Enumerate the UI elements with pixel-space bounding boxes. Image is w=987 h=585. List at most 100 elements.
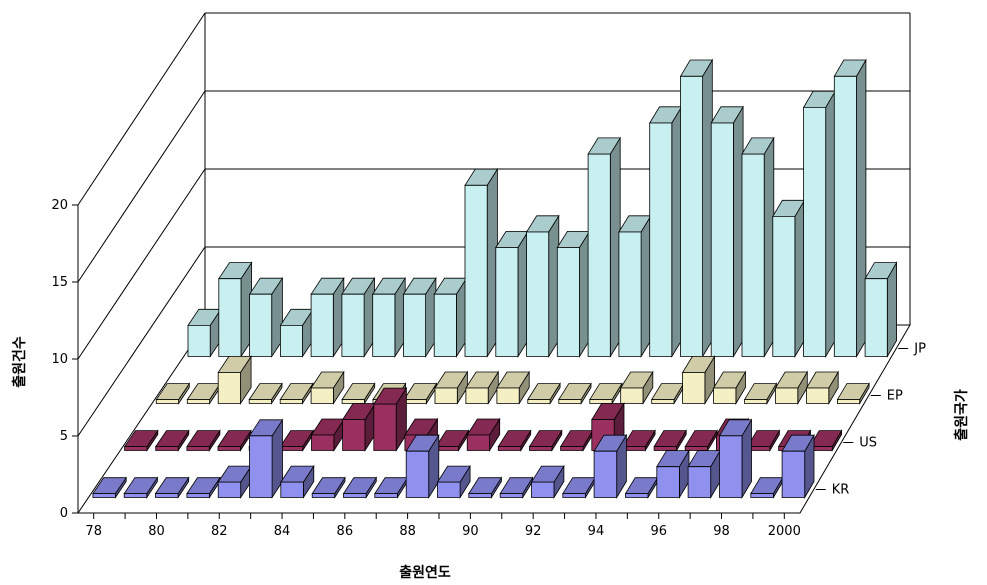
bar-top — [186, 383, 221, 401]
bar-front — [92, 493, 116, 498]
bar-front — [651, 399, 675, 404]
bar-top — [559, 430, 594, 448]
legend-JP: JP — [913, 342, 926, 357]
bar-JP-86 — [433, 276, 468, 358]
bar-KR-92 — [530, 464, 565, 499]
bar-front — [279, 446, 304, 451]
bar-front — [529, 446, 553, 451]
chart-labels: 0 5 10 15 20 78 80 82 84 86 88 90 92 94 96 98 2000 JP EP US… — [51, 198, 926, 539]
bar-front — [187, 324, 211, 357]
bar-front — [625, 493, 649, 498]
chart-bars — [92, 58, 898, 499]
bar-front — [279, 324, 303, 357]
bar-front — [495, 247, 519, 357]
bar-JP-99 — [833, 58, 867, 358]
bar-front — [741, 153, 765, 357]
bar-JP-88 — [495, 230, 529, 358]
bar-EP-81 — [248, 382, 283, 405]
x-tick-label: 94 — [588, 524, 605, 539]
bar-front — [649, 122, 673, 357]
bar-EP-78 — [155, 382, 191, 405]
bar-front — [468, 493, 492, 498]
bar-top — [528, 430, 563, 448]
legend-EP: EP — [887, 389, 903, 404]
bar-front — [713, 387, 737, 404]
bar-side — [794, 198, 805, 358]
bar-US-85 — [341, 402, 377, 452]
bar-front — [593, 450, 618, 498]
bar-KR-98 — [718, 418, 753, 499]
bar-front — [772, 215, 796, 357]
bar-top — [279, 383, 314, 401]
bar-front — [217, 481, 242, 498]
bar-top — [562, 477, 596, 495]
bar-front — [155, 446, 179, 451]
bar-JP-83 — [341, 276, 376, 358]
bar-front — [710, 122, 734, 357]
bar-JP-80 — [248, 276, 284, 358]
bar-top — [558, 383, 592, 401]
bar-front — [311, 493, 336, 498]
bar-top — [342, 477, 378, 495]
bar-front — [186, 446, 210, 451]
bar-front — [837, 399, 861, 404]
bar-US-90 — [497, 429, 532, 452]
bar-front — [435, 446, 459, 451]
gridline-side — [77, 246, 206, 437]
bar-top — [743, 383, 778, 401]
bar-EP-2000 — [836, 382, 870, 405]
bar-JP-79 — [218, 261, 253, 358]
y-tick-label: 10 — [51, 352, 68, 367]
bar-top — [653, 430, 687, 448]
bar-US-84 — [310, 417, 345, 452]
bar-JP-92 — [618, 214, 652, 358]
bar-front — [558, 399, 582, 404]
bar-US-88 — [435, 429, 470, 452]
bar-EP-90 — [527, 382, 561, 405]
bar-JP-96 — [741, 136, 775, 358]
bar-front — [373, 403, 397, 451]
legend-US: US — [859, 436, 877, 451]
bar-top — [527, 383, 561, 401]
bar-KR-94 — [593, 433, 628, 499]
bar-top — [248, 383, 283, 401]
bar-top — [186, 430, 221, 448]
bar-front — [744, 399, 768, 404]
bar-front — [374, 493, 398, 498]
bar-KR-80 — [154, 476, 190, 499]
bar-JP-82 — [310, 276, 345, 358]
bar-top — [624, 477, 659, 495]
bar-KR-87 — [374, 476, 409, 499]
x-tick-label: 78 — [85, 524, 102, 539]
bar-front — [186, 493, 210, 498]
bar-front — [497, 446, 522, 451]
bar-EP-87 — [434, 370, 469, 405]
bar-front — [775, 387, 799, 404]
bar-front — [806, 387, 830, 404]
bar-KR-90 — [468, 476, 503, 499]
bar-front — [864, 278, 888, 357]
bar-EP-82 — [279, 382, 314, 405]
bar-JP-87 — [464, 167, 499, 358]
bar-KR-96 — [656, 449, 690, 499]
bar-KR-85 — [311, 476, 346, 499]
bar-front — [280, 481, 304, 498]
bar-front — [527, 399, 551, 404]
bar-JP-78 — [187, 307, 222, 358]
bar-front — [587, 153, 611, 357]
bar-EP-84 — [341, 382, 376, 405]
bar-top — [684, 430, 718, 448]
bar-top — [589, 383, 623, 401]
bar-front — [155, 399, 180, 404]
bar-side — [856, 58, 867, 358]
legend-KR: KR — [832, 483, 850, 498]
bar-top — [123, 477, 159, 495]
bar-front — [372, 293, 396, 357]
bar-US-96 — [684, 429, 718, 452]
bar-front — [466, 434, 491, 451]
bar-US-80 — [186, 429, 221, 452]
bar-KR-83 — [248, 418, 284, 499]
bar-front — [249, 293, 273, 357]
bar-JP-93 — [648, 105, 683, 358]
